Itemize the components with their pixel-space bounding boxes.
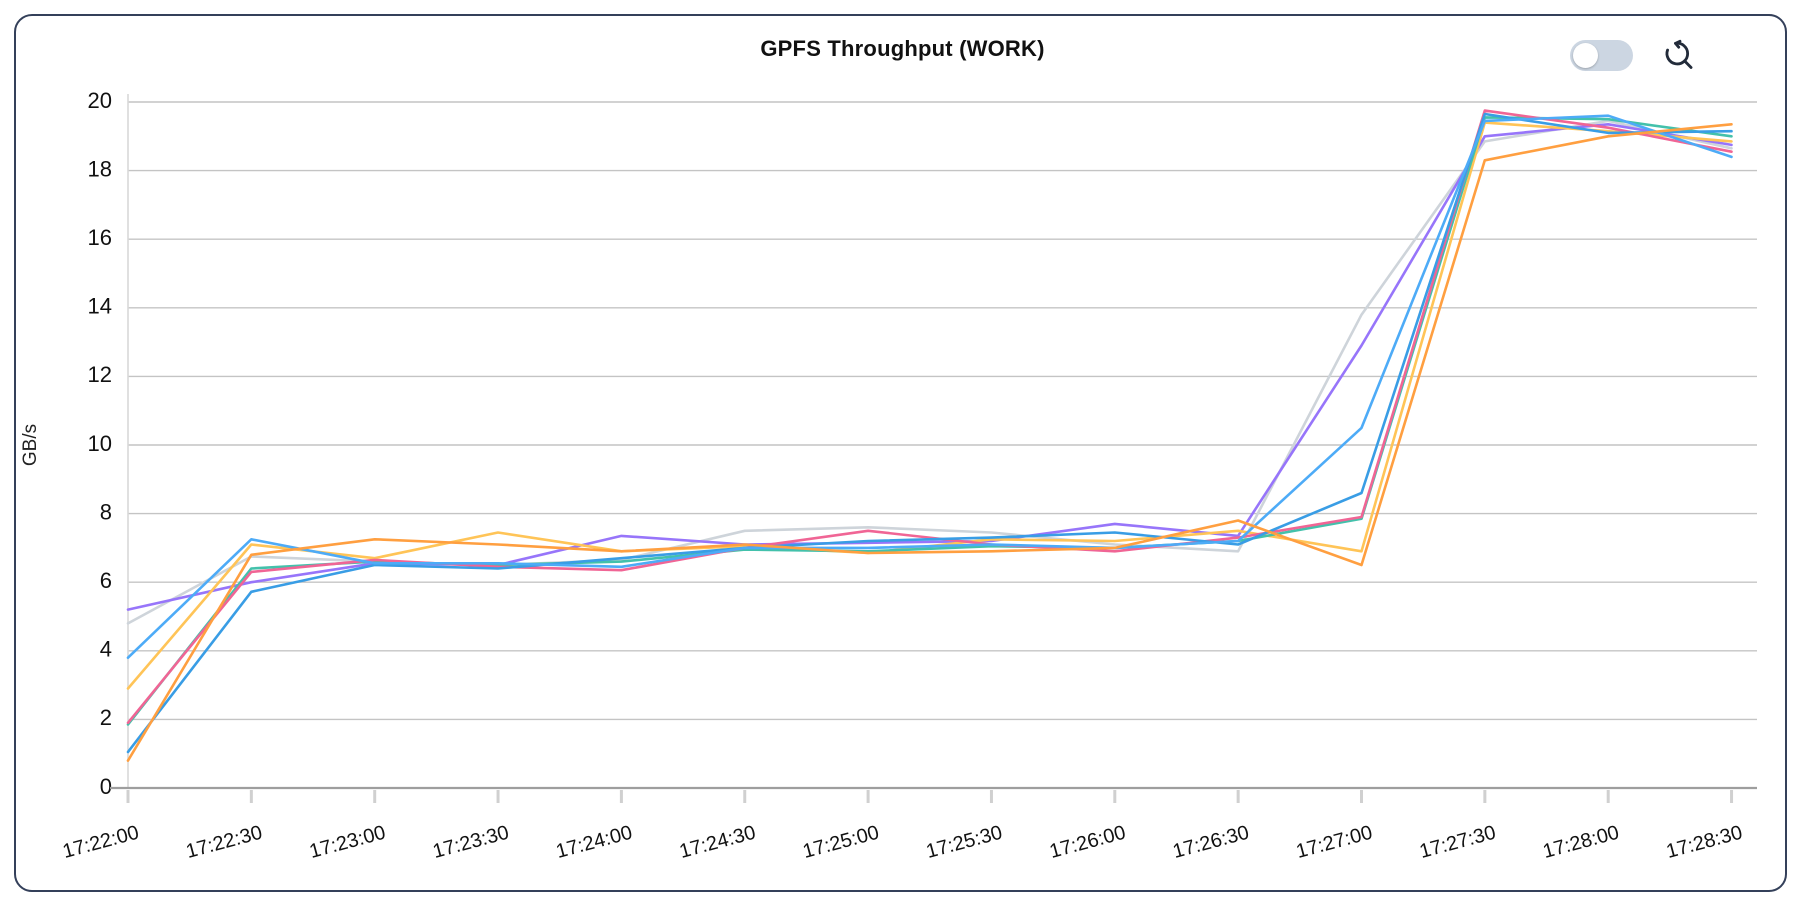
x-tick-label: 17:24:00 (554, 822, 635, 863)
x-tick-label: 17:27:00 (1294, 822, 1375, 863)
toggle-switch[interactable] (1570, 39, 1633, 71)
reset-zoom-button[interactable] (1661, 38, 1695, 72)
y-tick-label: 8 (100, 499, 112, 524)
chart-controls (1570, 38, 1695, 72)
y-tick-label: 20 (88, 88, 112, 113)
chart-title: GPFS Throughput (WORK) (760, 36, 1045, 61)
series-line-series-4 (126, 116, 1733, 726)
y-tick-label: 2 (100, 705, 112, 730)
chart-card (14, 14, 1787, 892)
x-tick-label: 17:24:30 (677, 822, 758, 863)
toggle-knob-icon (1573, 42, 1598, 68)
y-tick-label: 0 (100, 774, 112, 799)
x-tick-label: 17:28:30 (1664, 822, 1745, 863)
x-tick-label: 17:22:30 (184, 822, 265, 863)
series-line-series-6 (126, 112, 1733, 754)
y-tick-label: 6 (100, 568, 112, 593)
series-line-series-7 (126, 114, 1733, 660)
reset-zoom-icon (1665, 39, 1693, 69)
series-line-series-8 (126, 123, 1733, 762)
x-tick-label: 17:26:00 (1047, 822, 1128, 863)
x-tick-label: 17:22:00 (60, 822, 141, 863)
y-tick-label: 12 (88, 362, 112, 387)
y-axis-unit-label: GB/s (20, 424, 41, 466)
y-tick-label: 14 (88, 294, 112, 319)
y-tick-label: 18 (88, 156, 112, 181)
y-tick-label: 10 (88, 431, 112, 456)
x-tick-label: 17:23:00 (307, 822, 388, 863)
x-tick-label: 17:23:30 (430, 822, 511, 863)
x-tick-label: 17:27:30 (1417, 822, 1498, 863)
x-tick-label: 17:25:30 (924, 822, 1005, 863)
x-tick-label: 17:26:30 (1171, 822, 1252, 863)
y-tick-label: 16 (88, 225, 112, 250)
series-line-series-5 (126, 109, 1733, 725)
x-tick-label: 17:25:00 (800, 822, 881, 863)
series-line-series-3 (126, 121, 1733, 690)
x-tick-label: 17:28:00 (1541, 822, 1622, 863)
y-tick-label: 4 (100, 637, 112, 662)
